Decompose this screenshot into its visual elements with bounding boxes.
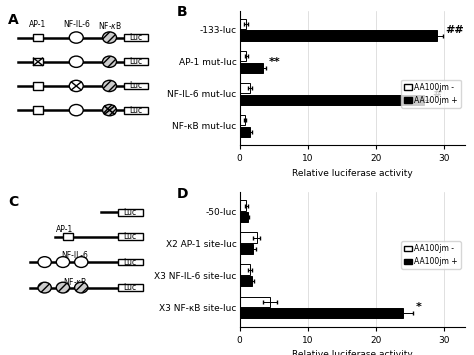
Bar <box>239 201 246 211</box>
Circle shape <box>38 282 51 293</box>
Bar <box>125 83 148 89</box>
Text: Luc: Luc <box>124 258 137 267</box>
Bar <box>239 276 252 286</box>
Legend: AA100jm -, AA100jm +: AA100jm -, AA100jm + <box>401 80 461 108</box>
Text: NF-$\kappa$B: NF-$\kappa$B <box>98 20 121 31</box>
Bar <box>34 58 43 65</box>
Text: Luc: Luc <box>129 81 143 91</box>
Circle shape <box>69 32 83 43</box>
Bar <box>239 51 246 61</box>
Bar <box>125 58 148 65</box>
Circle shape <box>69 104 83 116</box>
Text: NF-IL-6: NF-IL-6 <box>63 20 90 29</box>
Bar <box>34 82 43 90</box>
Bar <box>239 94 424 105</box>
X-axis label: Relative luciferase activity: Relative luciferase activity <box>292 169 412 178</box>
Text: NF-$\kappa$B: NF-$\kappa$B <box>63 276 87 287</box>
Bar <box>239 233 256 243</box>
Bar <box>118 259 143 266</box>
Text: Luc: Luc <box>124 283 137 292</box>
Bar <box>118 209 143 216</box>
Text: A: A <box>8 13 19 27</box>
Text: D: D <box>176 187 188 201</box>
Bar <box>239 115 245 125</box>
Bar <box>239 212 248 222</box>
Text: Luc: Luc <box>129 57 143 66</box>
Text: #: # <box>432 89 441 99</box>
Bar <box>239 83 250 93</box>
Bar <box>34 34 43 41</box>
Bar <box>118 284 143 291</box>
Circle shape <box>56 257 70 267</box>
Circle shape <box>102 56 117 67</box>
Circle shape <box>102 80 117 92</box>
Text: **: ** <box>269 57 281 67</box>
Bar <box>239 264 250 275</box>
Circle shape <box>74 257 88 267</box>
Bar <box>118 233 143 240</box>
Bar <box>239 31 437 41</box>
Text: C: C <box>8 195 18 209</box>
Bar <box>239 308 403 318</box>
Text: NF-IL-6: NF-IL-6 <box>61 251 88 260</box>
Legend: AA100jm -, AA100jm +: AA100jm -, AA100jm + <box>401 241 461 269</box>
Circle shape <box>102 32 117 43</box>
Text: AP-1: AP-1 <box>29 20 46 29</box>
Circle shape <box>38 257 51 267</box>
Text: Luc: Luc <box>129 106 143 115</box>
Text: Luc: Luc <box>124 208 137 217</box>
Bar <box>239 244 253 254</box>
Circle shape <box>56 282 70 293</box>
Bar <box>239 19 246 29</box>
Circle shape <box>102 104 117 116</box>
Bar <box>239 296 270 307</box>
Text: B: B <box>176 5 187 19</box>
Bar <box>34 106 43 114</box>
Bar <box>125 34 148 41</box>
X-axis label: Relative luciferase activity: Relative luciferase activity <box>292 350 412 355</box>
Circle shape <box>69 56 83 67</box>
Bar <box>125 107 148 114</box>
Circle shape <box>69 80 83 92</box>
Text: ##: ## <box>446 25 464 35</box>
Text: Luc: Luc <box>129 33 143 42</box>
Text: AP-1: AP-1 <box>56 225 73 234</box>
Circle shape <box>74 282 88 293</box>
Bar <box>64 233 73 240</box>
Text: *: * <box>416 302 422 312</box>
Bar <box>239 126 250 137</box>
Text: Luc: Luc <box>124 232 137 241</box>
Bar <box>239 62 264 73</box>
